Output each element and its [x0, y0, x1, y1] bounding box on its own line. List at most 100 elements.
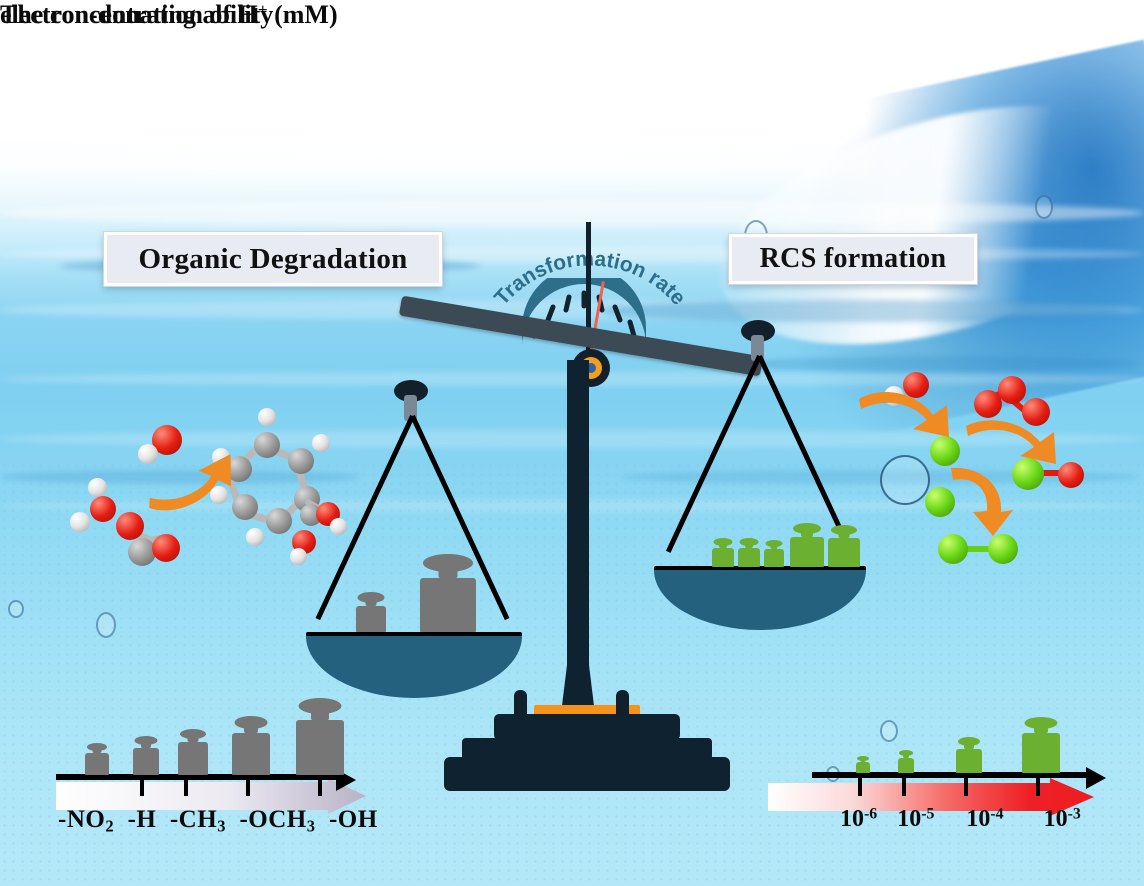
wave-band — [0, 200, 1144, 226]
axis-weight-gray — [178, 729, 208, 775]
balance-column — [567, 360, 589, 720]
tick-label-1e-5: 10-5 — [897, 806, 935, 833]
tick-label-oh: -OH — [328, 806, 378, 833]
left-axis-caption: electron-donating ability — [0, 0, 274, 29]
tick-label-1e-4: 10-4 — [966, 806, 1004, 833]
right-axis-tick-labels: 10-6 10-5 10-4 10-3 — [840, 806, 1081, 833]
base-orange-knob — [514, 690, 527, 716]
label-rcs-formation: RCS formation — [728, 233, 978, 285]
atom-oxygen — [1058, 462, 1084, 488]
left-pan-rim — [306, 632, 522, 638]
axis-weight-gray — [85, 743, 109, 775]
atom-hydrogen — [258, 408, 276, 426]
atom-chlorine — [925, 487, 955, 517]
bubble — [1035, 195, 1053, 219]
atom-oxygen — [152, 534, 180, 562]
right-pan-rim — [654, 566, 866, 572]
right-caption-post: (mM) — [267, 0, 338, 29]
tick-label-no2: -NO2 — [58, 806, 115, 836]
balance-base-tier2 — [462, 738, 712, 760]
balance-base-tier3 — [494, 714, 680, 740]
axis-tick — [140, 778, 144, 796]
right-axis-caption: The concentration of H+ (mM) — [0, 0, 338, 30]
atom-hydrogen — [138, 444, 158, 464]
atom-oxygen — [116, 512, 144, 540]
axis-weight-green — [856, 756, 870, 773]
left-axis-line — [56, 774, 338, 780]
axis-tick — [184, 778, 188, 796]
axis-tick — [246, 778, 250, 796]
bubble — [880, 720, 898, 742]
axis-weight-green — [898, 750, 914, 773]
base-orange-knob — [616, 690, 629, 716]
atom-oxygen — [1022, 398, 1050, 426]
pan-weight-green — [738, 538, 760, 567]
bubble — [8, 600, 24, 618]
bond — [952, 546, 1000, 552]
right-caption-sup: + — [257, 0, 268, 20]
pan-weight-green — [764, 540, 784, 567]
wave-shadow — [600, 300, 1120, 322]
atom-oxygen — [974, 390, 1002, 418]
bond — [1026, 470, 1064, 476]
atom-chlorine — [930, 436, 960, 466]
atom-oxygen — [90, 496, 116, 522]
left-gradient-arrow — [56, 778, 366, 814]
axis-weight-green — [1022, 717, 1060, 773]
atom-carbon — [288, 448, 314, 474]
right-axis-line — [812, 772, 1088, 778]
reaction-arrow-icon — [962, 414, 1062, 470]
left-hanger-knob — [394, 380, 428, 402]
tick-label-1e-3: 10-3 — [1043, 806, 1081, 833]
pan-weight-gray — [356, 592, 386, 632]
right-hanger-knob — [741, 320, 775, 342]
base-orange-bar — [534, 705, 640, 716]
atom-hydrogen — [330, 518, 347, 535]
atom-oxygen — [998, 376, 1026, 404]
atom-chlorine — [1012, 458, 1044, 490]
tick-label-h: -H — [127, 806, 157, 833]
axis-tick — [318, 778, 322, 796]
balance-mast — [586, 222, 591, 370]
label-organic-degradation: Organic Degradation — [103, 231, 443, 287]
atom-hydrogen — [246, 528, 264, 546]
atom-hydrogen — [290, 548, 307, 565]
atom-carbon — [128, 538, 156, 566]
tick-label-1e-6: 10-6 — [840, 806, 878, 833]
atom-oxygen — [903, 372, 929, 398]
atom-hydrogen — [70, 512, 90, 532]
left-hanger-stem — [404, 395, 417, 421]
axis-tick — [902, 776, 906, 796]
pan-weight-green — [790, 523, 824, 567]
atom-carbon — [266, 508, 292, 534]
axis-tick — [964, 776, 968, 796]
wave-band — [0, 300, 1144, 320]
atom-hydrogen — [88, 478, 107, 497]
right-hanger-stem — [751, 335, 764, 361]
wave-shadow — [740, 356, 1140, 372]
atom-carbon — [232, 494, 258, 520]
bubble — [880, 455, 930, 505]
pan-weight-green — [712, 538, 734, 567]
right-axis-arrowhead — [1086, 767, 1106, 789]
right-caption-pre: The concentration of H — [0, 0, 258, 29]
axis-tick — [858, 776, 862, 796]
axis-weight-gray — [296, 698, 344, 775]
pan-weight-green — [828, 525, 860, 567]
tick-label-och3: -OCH3 — [239, 806, 316, 836]
balance-base-tier1 — [444, 757, 730, 791]
right-gradient-arrow — [768, 778, 1094, 816]
right-axis: 10-6 10-5 10-4 10-3 The concentration of… — [0, 0, 1106, 832]
axis-tick — [1036, 776, 1040, 796]
axis-weight-gray — [232, 716, 270, 775]
reaction-arrow-icon — [140, 452, 240, 512]
axis-weight-gray — [133, 736, 159, 775]
atom-hydrogen — [312, 434, 330, 452]
atom-chlorine — [988, 534, 1018, 564]
pan-weight-gray — [420, 554, 476, 632]
atom-chlorine — [938, 534, 968, 564]
left-axis-tick-labels: -NO2 -H -CH3 -OCH3 -OH — [58, 806, 378, 837]
tick-label-ch3: -CH3 — [169, 806, 226, 836]
left-axis: -NO2 -H -CH3 -OCH3 -OH electron-donating… — [0, 0, 377, 836]
